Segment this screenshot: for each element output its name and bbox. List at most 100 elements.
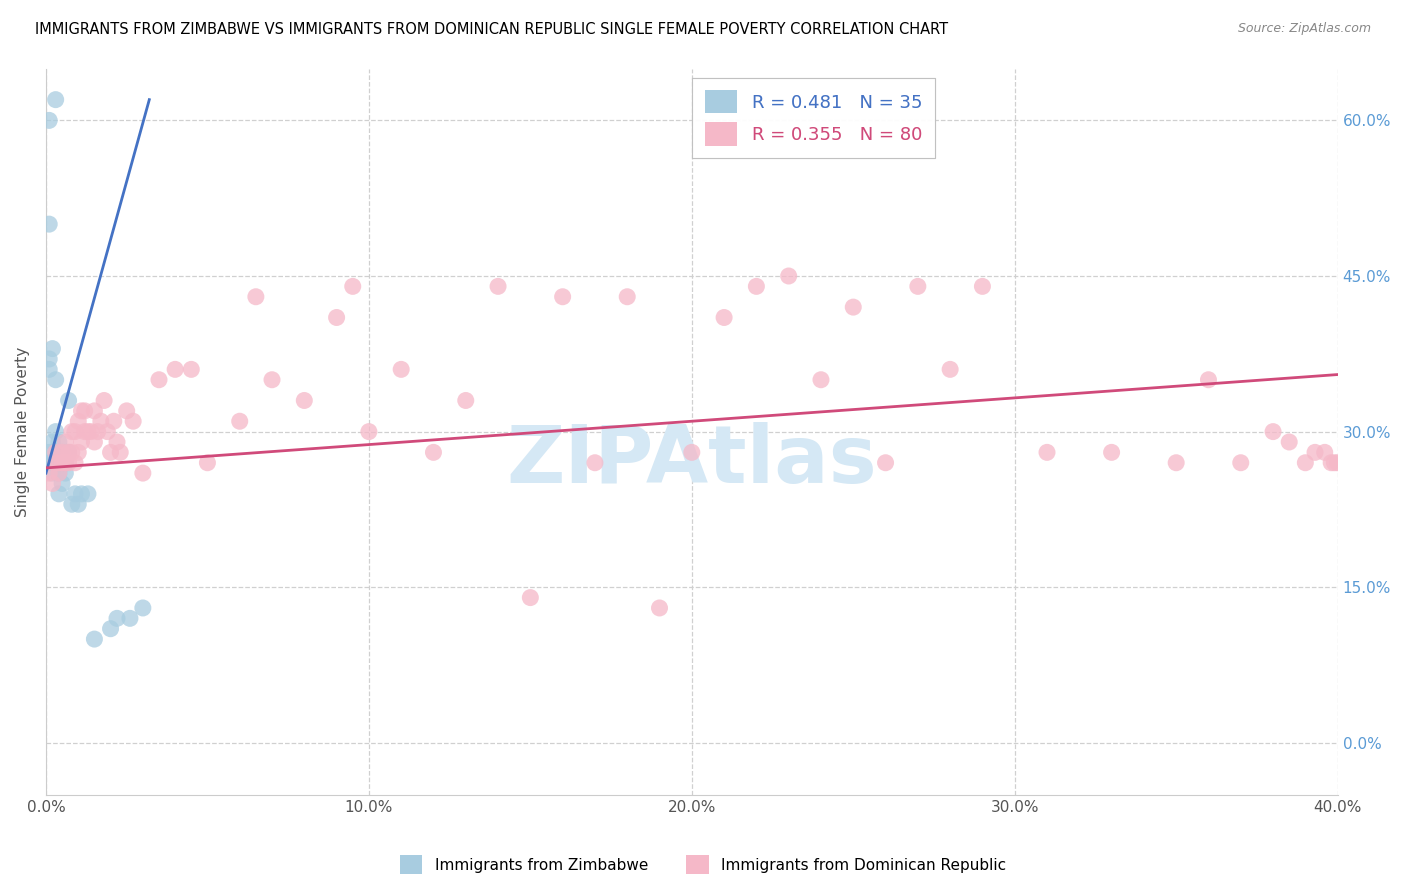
Point [51,476,73,491]
Point [907,279,929,293]
Point [41,476,63,491]
Point [100,445,122,459]
Point [38,466,60,480]
Point [77,487,100,501]
Point [73,404,96,418]
Point [105,434,128,449]
Point [51,456,73,470]
Point [972,279,994,293]
Point [83,434,105,449]
Point [51,456,73,470]
Point [1166,456,1188,470]
Point [260,373,283,387]
Point [53,456,76,470]
Point [778,268,800,283]
Point [132,466,155,480]
Point [454,393,477,408]
Point [389,362,412,376]
Point [38,362,60,376]
Point [616,290,638,304]
Point [60,425,83,439]
Point [60,497,83,511]
Point [48,466,70,480]
Legend: R = 0.481   N = 35, R = 0.355   N = 80: R = 0.481 N = 35, R = 0.355 N = 80 [692,78,935,158]
Point [1229,456,1251,470]
Point [67,414,90,428]
Point [38,456,60,470]
Point [63,487,86,501]
Y-axis label: Single Female Poverty: Single Female Poverty [15,346,30,516]
Point [583,456,606,470]
Point [51,445,73,459]
Point [70,434,93,449]
Point [86,425,108,439]
Point [551,290,574,304]
Point [70,487,93,501]
Point [51,445,73,459]
Point [38,217,60,231]
Point [48,487,70,501]
Point [45,373,67,387]
Point [357,425,380,439]
Point [58,445,80,459]
Point [38,445,60,459]
Point [810,373,832,387]
Point [93,393,115,408]
Point [63,425,86,439]
Point [1313,445,1336,459]
Point [41,456,63,470]
Point [745,279,768,293]
Text: ZIPAtlas: ZIPAtlas [506,422,877,500]
Point [53,456,76,470]
Point [342,279,364,293]
Point [41,342,63,356]
Point [875,456,897,470]
Point [100,622,122,636]
Point [45,93,67,107]
Point [165,362,187,376]
Point [245,290,267,304]
Point [1320,456,1343,470]
Point [48,456,70,470]
Point [45,456,67,470]
Point [38,351,60,366]
Point [1278,434,1301,449]
Point [1323,456,1346,470]
Point [53,434,76,449]
Point [1294,456,1316,470]
Point [681,445,703,459]
Point [110,445,132,459]
Point [60,445,83,459]
Point [1303,445,1326,459]
Point [45,456,67,470]
Text: IMMIGRANTS FROM ZIMBABWE VS IMMIGRANTS FROM DOMINICAN REPUBLIC SINGLE FEMALE POV: IMMIGRANTS FROM ZIMBABWE VS IMMIGRANTS F… [35,22,948,37]
Point [648,601,671,615]
Point [77,425,100,439]
Point [58,456,80,470]
Point [67,445,90,459]
Point [80,425,103,439]
Point [48,434,70,449]
Point [1326,456,1348,470]
Point [90,414,112,428]
Point [58,445,80,459]
Point [1101,445,1123,459]
Point [73,425,96,439]
Point [122,414,145,428]
Point [83,632,105,646]
Point [939,362,962,376]
Point [48,466,70,480]
Point [70,404,93,418]
Point [115,404,138,418]
Point [180,362,202,376]
Point [45,425,67,439]
Legend: Immigrants from Zimbabwe, Immigrants from Dominican Republic: Immigrants from Zimbabwe, Immigrants fro… [394,849,1012,880]
Point [105,611,128,625]
Point [118,611,141,625]
Point [228,414,250,428]
Point [45,445,67,459]
Point [148,373,170,387]
Point [41,434,63,449]
Point [63,456,86,470]
Point [45,445,67,459]
